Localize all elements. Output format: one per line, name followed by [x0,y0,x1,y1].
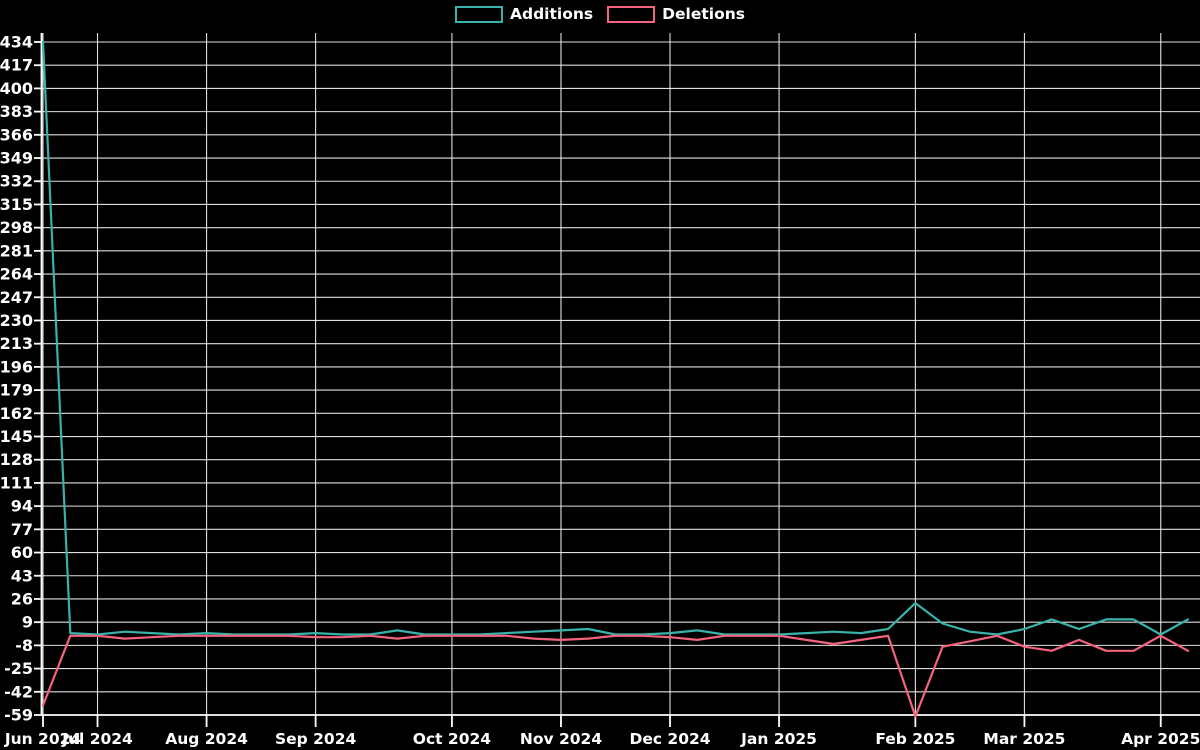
y-tick-label: 60 [11,543,33,562]
x-tick-label: Mar 2025 [983,730,1065,748]
y-tick-label: 43 [11,566,33,585]
y-tick-label: -42 [4,682,33,701]
legend: Additions Deletions [0,6,1200,23]
y-tick-label: 145 [0,427,33,446]
y-tick-label: 332 [0,172,33,191]
y-tick-label: 128 [0,450,33,469]
x-tick-label: Apr 2025 [1121,730,1200,748]
deletions-line [41,634,1190,718]
x-tick-label: Oct 2024 [413,730,492,748]
x-tick-label: Aug 2024 [165,730,248,748]
x-tick-label: Nov 2024 [520,730,602,748]
y-tick-label: 196 [0,357,33,376]
legend-item-deletions: Deletions [607,6,745,23]
y-tick-label: 77 [11,520,33,539]
y-tick-label: 298 [0,218,33,237]
y-tick-label: 349 [0,149,33,168]
y-tick-label: 264 [0,265,33,284]
additions-line [41,40,1190,636]
y-tick-label: 417 [0,56,33,75]
y-tick-label: 281 [0,241,33,260]
y-tick-label: 400 [0,79,33,98]
y-tick-label: 213 [0,334,33,353]
y-tick-label: 383 [0,102,33,121]
additions-swatch-icon [455,6,503,23]
y-tick-label: 434 [0,33,33,52]
x-tick-label: Sep 2024 [275,730,357,748]
legend-label-deletions: Deletions [662,4,745,23]
y-tick-label: 230 [0,311,33,330]
y-tick-label: 179 [0,381,33,400]
deletions-swatch-icon [607,6,656,23]
y-tick-label: 111 [0,473,33,492]
x-tick-label: Jul 2024 [61,730,133,748]
y-tick-label: 162 [0,404,33,423]
x-tick-label: Jun 2024 [4,730,82,748]
y-tick-label: -25 [4,659,33,678]
y-tick-label: 366 [0,125,33,144]
y-tick-label: 26 [11,589,33,608]
x-tick-label: Dec 2024 [629,730,710,748]
legend-label-additions: Additions [510,4,594,23]
y-tick-label: -59 [4,705,33,724]
y-tick-label: 94 [11,497,33,516]
y-tick-label: 247 [0,288,33,307]
y-tick-label: -8 [15,636,33,655]
y-tick-label: 315 [0,195,33,214]
x-tick-label: Feb 2025 [875,730,955,748]
y-tick-label: 9 [22,613,33,632]
x-tick-label: Jan 2025 [740,730,817,748]
legend-item-additions: Additions [455,6,593,23]
